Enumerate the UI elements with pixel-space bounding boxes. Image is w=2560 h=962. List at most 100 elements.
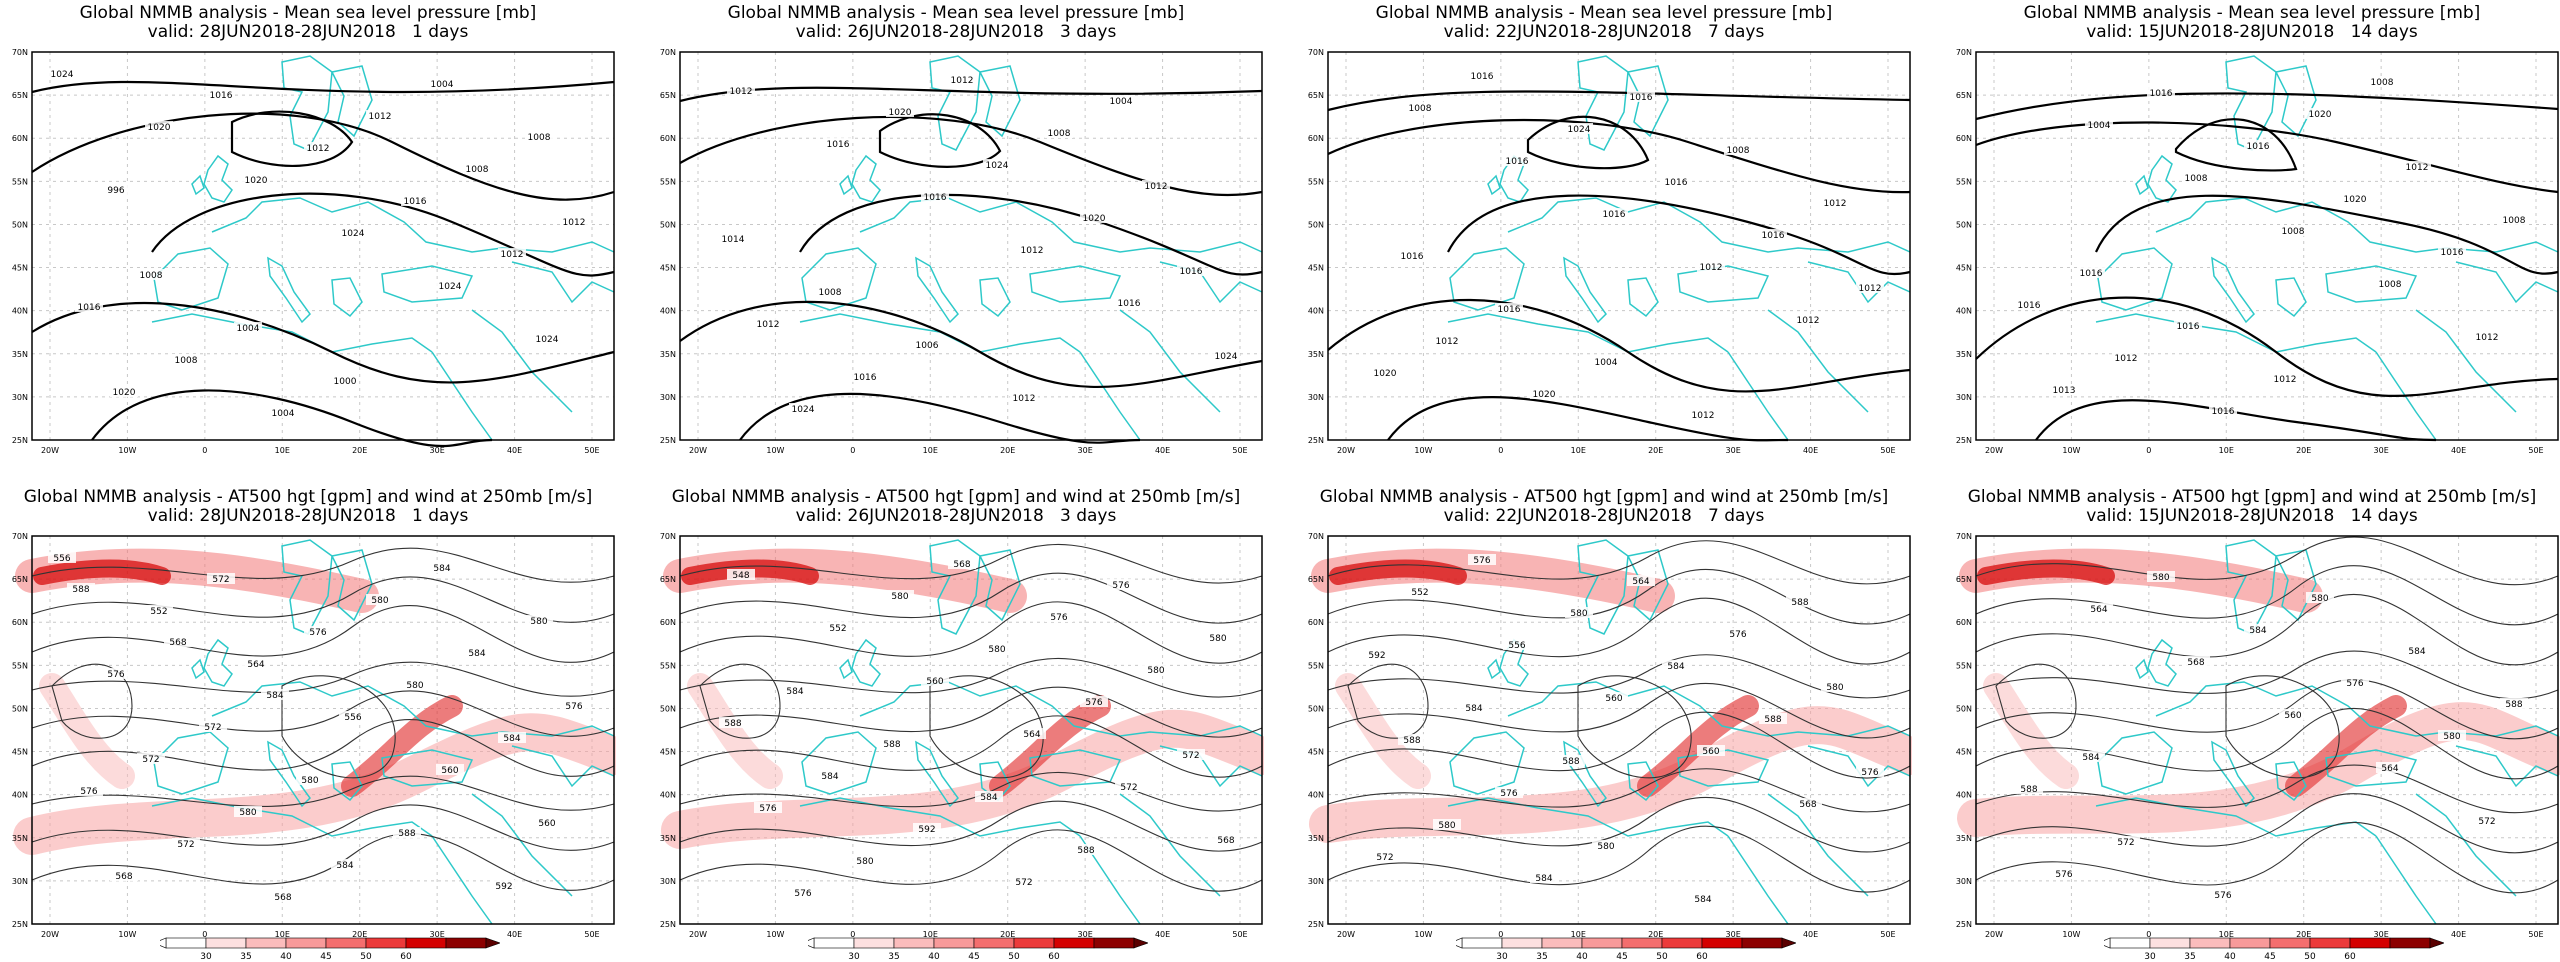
contour-label: 564: [1632, 577, 1649, 587]
colorbar-tick: 60: [2344, 952, 2356, 962]
lon-tick-label: 10W: [766, 446, 784, 455]
contour-label: 564: [247, 660, 264, 670]
lat-tick-label: 50N: [1308, 220, 1324, 229]
lat-tick-label: 40N: [1308, 791, 1324, 800]
contour-label: 568: [115, 872, 132, 882]
colorbar-tick: 50: [360, 952, 372, 962]
z500-wind-panel: Global NMMB analysis - AT500 hgt [gpm] a…: [1296, 484, 1912, 962]
contour-label: 1004: [431, 80, 454, 90]
contour-label: 580: [2443, 732, 2460, 742]
contour-label: 1016: [1665, 178, 1688, 188]
contour-label: 564: [2090, 605, 2107, 615]
lon-tick-label: 50E: [1232, 930, 1247, 939]
contour-label: 1016: [1506, 157, 1529, 167]
lon-tick-label: 10E: [1571, 930, 1586, 939]
contour-label: 572: [212, 575, 229, 585]
lat-tick-label: 45N: [1308, 748, 1324, 757]
lat-tick-label: 40N: [660, 307, 676, 316]
contour-label: 1016: [1471, 72, 1494, 82]
lon-tick-label: 10W: [766, 930, 784, 939]
lat-tick-label: 40N: [12, 307, 28, 316]
contour-label: 1004: [1110, 97, 1133, 107]
map-plot: 556 552 564 556 560 560 568 572 576 580 584 576 572 5…: [12, 532, 616, 939]
map-plot: 1024 1020 1020 1024 1024 1024 1020 1016 1012 1016…: [12, 48, 615, 455]
panel-title: Global NMMB analysis - AT500 hgt [gpm] a…: [1319, 487, 1889, 507]
contour-labels: 1012 1016 1016 1012 1016 1024 1024 1020 1024 1020…: [719, 74, 1240, 415]
coastlines: [799, 55, 1263, 441]
contour-label: 1008: [1727, 146, 1750, 156]
colorbar-tick: 45: [968, 952, 979, 962]
lon-tick-label: 0: [2146, 446, 2151, 455]
lat-tick-label: 55N: [1956, 661, 1972, 670]
lat-tick-label: 25N: [660, 436, 676, 445]
colorbar-tick: 45: [320, 952, 331, 962]
lat-tick-label: 45N: [1956, 748, 1972, 757]
contour-label: 1016: [1630, 93, 1653, 103]
panel-title: Global NMMB analysis - Mean sea level pr…: [2023, 3, 2481, 23]
contour-label: 1008: [2282, 227, 2305, 237]
lat-tick-label: 40N: [1308, 307, 1324, 316]
colorbar-tick: 50: [1656, 952, 1668, 962]
contour-label: 1016: [2441, 248, 2464, 258]
contour-label: 576: [1473, 556, 1490, 566]
wind-colorbar: 30 35 40 45 50 60: [160, 937, 500, 962]
lat-tick-label: 60N: [1956, 618, 1972, 627]
colorbar-tick: 40: [928, 952, 940, 962]
contour-label: 572: [204, 723, 221, 733]
contour-label: 1024: [1568, 125, 1591, 135]
panel-title: Global NMMB analysis - Mean sea level pr…: [727, 3, 1185, 23]
lon-tick-label: 20W: [41, 930, 59, 939]
contour-label: 1016: [1401, 252, 1424, 262]
contour-label: 1016: [827, 140, 850, 150]
lon-tick-label: 20W: [1985, 446, 2003, 455]
contour-label: 1012: [2406, 163, 2429, 173]
lon-tick-label: 0: [850, 930, 855, 939]
contour-label: 592: [918, 825, 935, 835]
contour-label: 1012: [1021, 246, 1044, 256]
lat-tick-label: 45N: [12, 748, 28, 757]
lat-tick-label: 45N: [660, 264, 676, 273]
lat-tick-label: 60N: [1308, 134, 1324, 143]
lat-tick-label: 65N: [12, 91, 28, 100]
contour-label: 1016: [924, 193, 947, 203]
colorbar-tick: 60: [1048, 952, 1060, 962]
isobars: [31, 80, 615, 448]
contour-label: 1020: [113, 388, 136, 398]
map-plot: 552 556 560 560 568 572 576 580 584 588 576 580 584 5…: [1308, 532, 1912, 939]
mslp-panel: Global NMMB analysis - Mean sea level pr…: [648, 0, 1264, 476]
lat-tick-label: 70N: [1308, 48, 1324, 57]
contour-label: 588: [2020, 785, 2037, 795]
lon-tick-label: 20E: [1000, 930, 1015, 939]
contour-label: 1012: [1145, 182, 1168, 192]
contour-label: 560: [1605, 694, 1622, 704]
colorbar-tick: 30: [2144, 952, 2156, 962]
contour-label: 584: [2082, 753, 2099, 763]
contour-label: 588: [72, 585, 89, 595]
wind-colorbar: 30 35 40 45 50 60: [2104, 937, 2444, 962]
contour-label: 576: [80, 787, 97, 797]
contour-label: 576: [1050, 613, 1067, 623]
contour-label: 588: [1791, 598, 1808, 608]
contour-label: 1016: [2247, 142, 2270, 152]
lat-tick-label: 70N: [12, 48, 28, 57]
contour-label: 1012: [2476, 333, 2499, 343]
contour-label: 556: [53, 554, 70, 564]
map-plot: 564 568 560 564 572 576 580 584 576 580 588 572 576 5…: [1956, 532, 2560, 939]
lat-tick-label: 70N: [1956, 48, 1972, 57]
contour-label: 1020: [2309, 110, 2332, 120]
wind-speed-shading: [1309, 548, 1912, 843]
contour-label: 584: [1694, 895, 1711, 905]
lat-tick-label: 30N: [1308, 393, 1324, 402]
panel-title: Global NMMB analysis - Mean sea level pr…: [79, 3, 537, 23]
lat-tick-label: 25N: [1308, 920, 1324, 929]
contour-label: 1008: [140, 271, 163, 281]
lat-tick-label: 50N: [12, 220, 28, 229]
lon-tick-label: 40E: [1155, 446, 1170, 455]
contour-label: 568: [1799, 800, 1816, 810]
contour-label: 1012: [1436, 337, 1459, 347]
graticule: [1976, 52, 2558, 440]
lon-tick-label: 30E: [2374, 446, 2389, 455]
contour-label: 1008: [2185, 174, 2208, 184]
map-plot: 1004 1008 1008 1008 1012 1013 1016 1016 1020 1016…: [1956, 48, 2559, 455]
lat-tick-label: 55N: [660, 177, 676, 186]
